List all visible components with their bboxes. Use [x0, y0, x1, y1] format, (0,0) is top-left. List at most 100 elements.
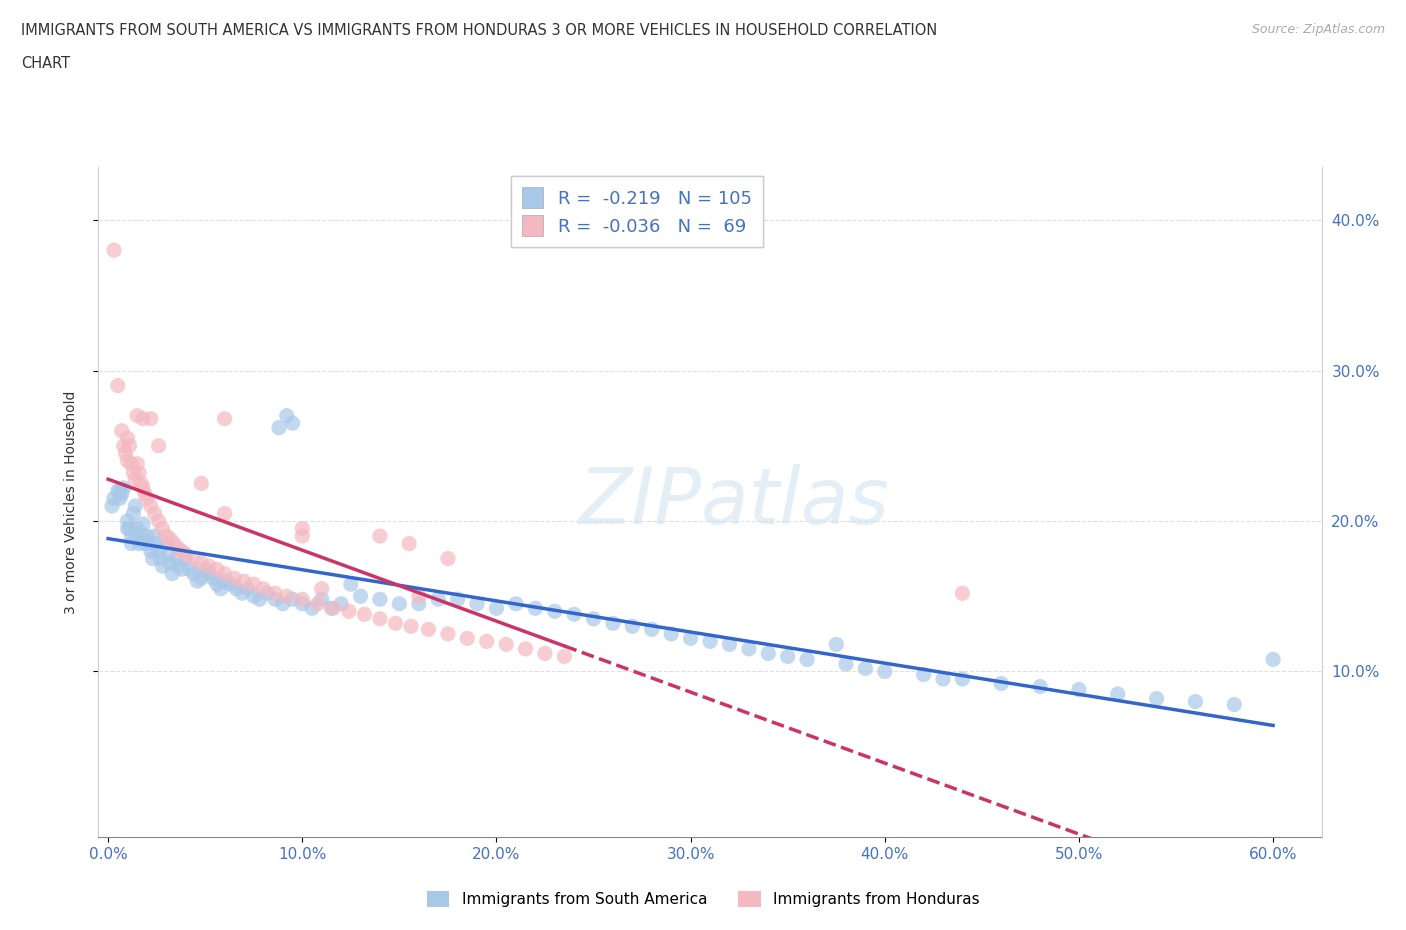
Point — [111, 423, 134, 438]
Point — [242, 577, 264, 591]
Point — [368, 591, 391, 606]
Point — [132, 481, 155, 496]
Point — [485, 601, 508, 616]
Legend: Immigrants from South America, Immigrants from Honduras: Immigrants from South America, Immigrant… — [420, 884, 986, 913]
Point — [952, 586, 974, 601]
Point — [349, 589, 371, 604]
Point — [562, 607, 585, 622]
Point — [190, 571, 212, 586]
Point — [120, 457, 142, 472]
Point — [418, 622, 440, 637]
Point — [1029, 679, 1052, 694]
Point — [136, 491, 159, 506]
Point — [337, 604, 360, 618]
Point — [952, 671, 974, 686]
Point — [301, 601, 323, 616]
Point — [659, 627, 682, 642]
Point — [384, 616, 406, 631]
Point — [117, 454, 139, 469]
Point — [311, 581, 333, 596]
Point — [160, 566, 183, 581]
Text: CHART: CHART — [21, 56, 70, 71]
Point — [167, 540, 190, 555]
Point — [242, 589, 264, 604]
Point — [127, 457, 149, 472]
Point — [117, 513, 139, 528]
Point — [398, 536, 420, 551]
Point — [1184, 694, 1206, 709]
Point — [143, 506, 166, 521]
Point — [107, 379, 129, 393]
Point — [103, 243, 125, 258]
Point — [291, 528, 314, 543]
Point — [108, 484, 131, 498]
Point — [152, 521, 174, 536]
Point — [155, 528, 177, 543]
Point — [446, 591, 468, 606]
Point — [122, 465, 145, 480]
Point — [127, 408, 149, 423]
Point — [120, 528, 142, 543]
Point — [291, 596, 314, 611]
Point — [157, 547, 180, 562]
Point — [128, 465, 150, 480]
Point — [249, 591, 271, 606]
Point — [291, 521, 314, 536]
Point — [276, 589, 298, 604]
Point — [149, 551, 172, 566]
Point — [756, 646, 779, 661]
Point — [311, 591, 333, 606]
Point — [267, 420, 290, 435]
Point — [224, 571, 246, 586]
Point — [112, 438, 135, 453]
Point — [214, 411, 236, 426]
Point — [124, 472, 146, 486]
Point — [271, 596, 294, 611]
Point — [174, 547, 197, 562]
Point — [190, 476, 212, 491]
Point — [118, 521, 141, 536]
Point — [291, 591, 314, 606]
Point — [465, 596, 488, 611]
Point — [128, 536, 150, 551]
Point — [148, 513, 170, 528]
Point — [159, 556, 181, 571]
Point — [163, 536, 186, 551]
Point — [276, 408, 298, 423]
Text: Source: ZipAtlas.com: Source: ZipAtlas.com — [1251, 23, 1385, 36]
Point — [990, 676, 1012, 691]
Point — [912, 667, 935, 682]
Point — [167, 559, 190, 574]
Point — [368, 528, 391, 543]
Point — [932, 671, 955, 686]
Point — [256, 586, 278, 601]
Point — [122, 506, 145, 521]
Point — [679, 631, 702, 645]
Point — [582, 611, 605, 626]
Point — [198, 566, 221, 581]
Point — [214, 506, 236, 521]
Point — [209, 581, 232, 596]
Point — [330, 596, 353, 611]
Point — [1067, 682, 1090, 697]
Point — [108, 491, 131, 506]
Point — [321, 601, 343, 616]
Point — [179, 562, 201, 577]
Point — [127, 528, 149, 543]
Point — [437, 627, 460, 642]
Point — [281, 591, 304, 606]
Point — [134, 536, 156, 551]
Point — [159, 532, 181, 547]
Point — [183, 566, 205, 581]
Point — [214, 566, 236, 581]
Point — [853, 661, 876, 676]
Point — [139, 544, 162, 559]
Point — [1223, 698, 1246, 712]
Point — [112, 481, 135, 496]
Point — [120, 536, 142, 551]
Point — [825, 637, 848, 652]
Point — [534, 646, 557, 661]
Point — [553, 649, 575, 664]
Point — [205, 577, 228, 591]
Point — [252, 581, 274, 596]
